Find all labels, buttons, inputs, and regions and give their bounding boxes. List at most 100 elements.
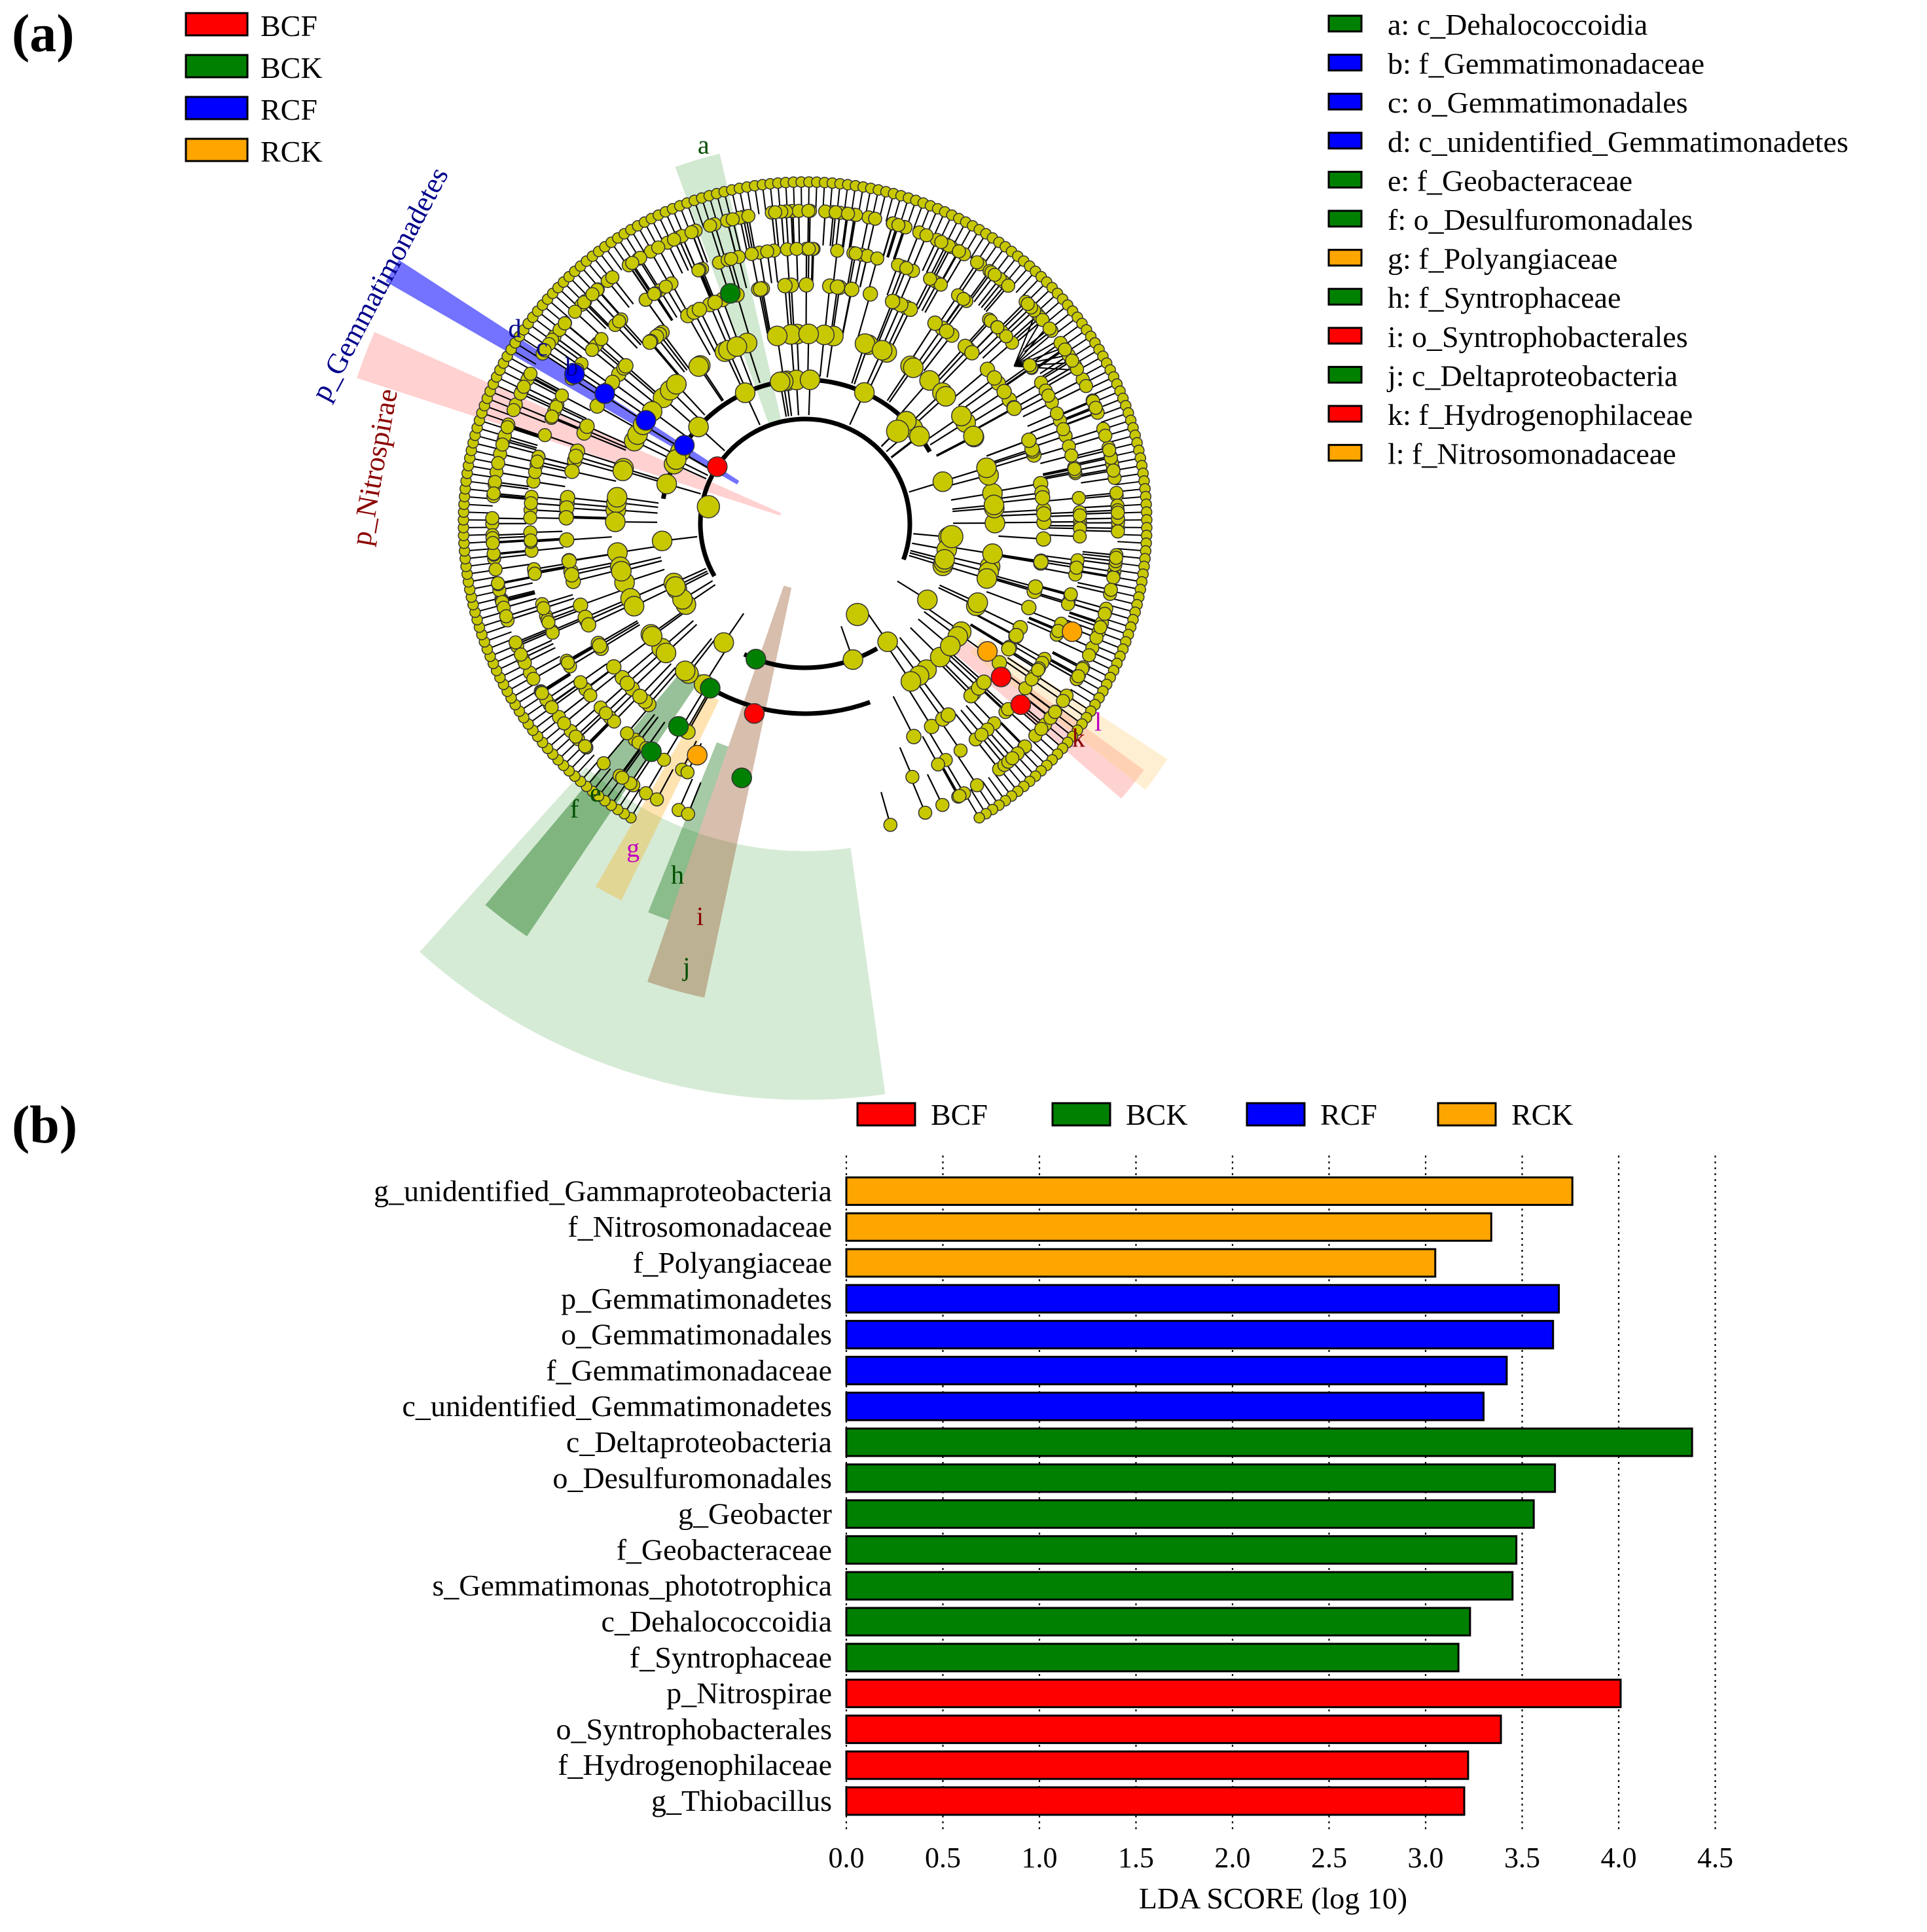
bar-p_Gemmatimonadetes xyxy=(845,1284,1560,1314)
cladogram-node xyxy=(649,792,664,807)
cladogram-node xyxy=(1020,297,1035,311)
cladogram-node xyxy=(725,212,740,227)
cladogram-node xyxy=(656,473,677,494)
clade-legend-swatch-d xyxy=(1327,132,1363,150)
cladogram-node xyxy=(1033,554,1049,570)
cladogram-node xyxy=(903,357,924,378)
cladogram-node xyxy=(799,369,821,390)
cladogram-node xyxy=(524,496,538,511)
cladogram-node xyxy=(611,560,632,582)
cladogram-node xyxy=(727,336,747,357)
cladogram-node xyxy=(696,495,721,519)
cladogram-node xyxy=(535,685,549,701)
biomarker-node-j xyxy=(746,648,766,670)
cladogram-node xyxy=(528,566,542,581)
biomarker-node-d xyxy=(636,410,657,431)
cladogram-node xyxy=(953,743,968,758)
bar-o_Desulfuromonadales xyxy=(845,1463,1557,1493)
bar-p_Nitrospirae xyxy=(845,1679,1622,1709)
cladogram-node xyxy=(854,382,875,403)
cladogram-node xyxy=(1049,406,1064,421)
biomarker-node-g xyxy=(687,744,708,766)
biomarker-node-e-child xyxy=(641,741,662,762)
cladogram-node xyxy=(506,403,521,418)
cladogram-node xyxy=(1036,506,1052,522)
leaf-branch xyxy=(1070,689,1094,705)
cladogram-node xyxy=(564,567,580,583)
cladogram-node xyxy=(558,316,572,331)
cladogram-node xyxy=(1104,583,1118,597)
legend-b-label-rck: RCK xyxy=(1511,1098,1574,1131)
cladogram-node xyxy=(919,228,934,243)
cladogram-node xyxy=(524,533,538,548)
cladogram-node xyxy=(605,270,620,285)
bar-f_Syntrophaceae xyxy=(845,1643,1460,1673)
cladogram-node xyxy=(976,568,998,589)
clade-legend-swatch-i xyxy=(1327,327,1363,345)
cladogram-node xyxy=(982,543,1003,564)
panel-a-clade-legend: a: c_Dehalococcoidia b: f_Gemmatimonadace… xyxy=(1327,8,1848,471)
cladogram-node xyxy=(516,380,531,394)
cladogram-node xyxy=(618,358,634,374)
cladogram-node xyxy=(1001,278,1016,293)
leaf-branch xyxy=(754,187,760,215)
cladogram-node xyxy=(666,374,687,395)
cladogram-node xyxy=(523,367,538,381)
leaf-branch xyxy=(516,342,540,359)
cladogram-node xyxy=(612,460,634,481)
category-label: g_Geobacter xyxy=(678,1497,832,1531)
bar-o_Syntrophobacterales xyxy=(845,1714,1502,1744)
cladogram-node xyxy=(967,592,988,613)
clade-legend-swatch-a xyxy=(1327,14,1363,33)
cladogram-node xyxy=(1082,648,1096,663)
cladogram-node xyxy=(500,420,515,435)
cladogram-node xyxy=(799,277,814,293)
leaf-branch xyxy=(592,768,611,791)
category-label: o_Desulfuromonadales xyxy=(552,1461,832,1495)
cladogram-node xyxy=(1048,704,1062,720)
cladogram-node xyxy=(536,601,551,615)
cladogram-node xyxy=(963,426,984,447)
cladogram-node xyxy=(884,293,901,310)
clade-letter-j: j xyxy=(681,952,690,981)
cladogram-node xyxy=(1111,524,1125,539)
legend-a-swatch-bck xyxy=(185,54,249,79)
cladogram-node xyxy=(741,209,756,223)
category-label: c_unidentified_Gemmatimonadetes xyxy=(402,1389,832,1423)
clade-legend-swatch-b xyxy=(1327,54,1363,72)
cladogram-node xyxy=(844,282,860,297)
category-label: g_unidentified_Gammaproteobacteria xyxy=(374,1174,832,1207)
bar-g_Geobacter xyxy=(845,1499,1535,1529)
cladogram-node xyxy=(801,242,816,256)
leaf-branch xyxy=(1013,342,1054,367)
x-tick-label: 4.0 xyxy=(1601,1842,1637,1874)
cladogram-node xyxy=(905,769,920,784)
clade-legend-text-d: d: c_unidentified_Gemmatimonadetes xyxy=(1388,125,1848,158)
cladogram-node xyxy=(983,494,1005,516)
category-label: f_Polyangiaceae xyxy=(633,1246,832,1279)
bar-g_unidentified_Gammaproteobacteria xyxy=(845,1176,1574,1206)
clade-legend-swatch-g xyxy=(1327,249,1363,267)
clade-letter-b: b xyxy=(566,352,579,382)
cladogram-node xyxy=(829,279,846,295)
cladogram-node xyxy=(647,287,662,301)
clade-legend-swatch-e xyxy=(1327,170,1363,189)
cladogram-node xyxy=(665,576,686,597)
cladogram-node xyxy=(585,342,600,357)
leaf-branch xyxy=(694,201,705,228)
cladogram-node xyxy=(514,647,528,662)
category-label: f_Nitrosomonadaceae xyxy=(567,1210,832,1243)
category-label: f_Gemmatimonadaceae xyxy=(546,1353,832,1387)
cladogram-node xyxy=(941,707,956,723)
leaf-branch xyxy=(1115,481,1144,486)
leaf-branch xyxy=(575,754,595,776)
cladogram-node xyxy=(1028,579,1043,595)
biomarker-node-k xyxy=(1010,694,1032,716)
leaf-branch xyxy=(1117,548,1145,552)
cladogram-node xyxy=(918,805,933,820)
cladogram-node xyxy=(935,386,956,407)
leaf-branch xyxy=(485,631,512,642)
cladogram-node xyxy=(999,329,1013,344)
cladogram-node xyxy=(1079,378,1093,393)
bar-c_unidentified_Gemmatimonadetes xyxy=(845,1391,1485,1421)
